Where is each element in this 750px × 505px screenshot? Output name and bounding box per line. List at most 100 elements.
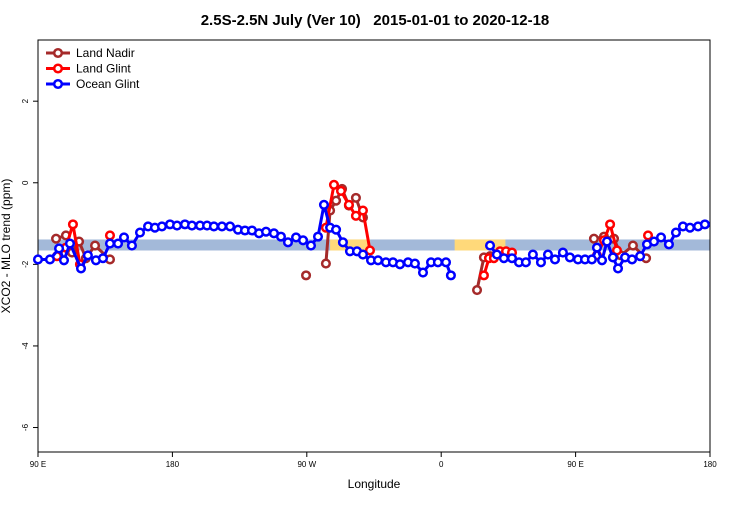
data-point [343, 199, 354, 210]
data-point [134, 227, 146, 238]
data-point [32, 254, 44, 265]
y-tick-label: 2 [21, 98, 30, 103]
data-point [394, 259, 406, 270]
legend-marker [52, 47, 64, 59]
data-point [642, 230, 654, 241]
data-point [626, 254, 638, 265]
data-point [171, 220, 183, 231]
data-point [498, 253, 509, 264]
data-point [588, 233, 600, 244]
data-point [607, 252, 618, 263]
data-point [612, 263, 624, 274]
data-point [318, 199, 330, 210]
y-tick-label: -2 [21, 260, 30, 268]
data-point [586, 254, 597, 265]
data-point [627, 240, 638, 251]
data-point [417, 267, 429, 278]
data-point [445, 270, 456, 281]
data-point [104, 230, 116, 241]
chart-title: 2.5S-2.5N July (Ver 10) 2015-01-01 to 20… [201, 12, 550, 29]
legend-marker [52, 63, 64, 74]
y-tick-label: -4 [21, 342, 30, 350]
data-point [471, 285, 483, 296]
data-point [357, 249, 368, 260]
data-point [186, 220, 198, 231]
legend-label: Ocean Glint [76, 77, 140, 91]
data-point [535, 257, 547, 268]
data-point [58, 255, 70, 266]
data-point [51, 233, 62, 244]
data-point [364, 245, 376, 256]
data-point [260, 226, 272, 237]
data-point [601, 236, 613, 247]
data-point [432, 257, 443, 268]
data-point [596, 255, 608, 266]
y-tick-label: -6 [21, 423, 30, 431]
data-point [670, 227, 682, 238]
data-point [67, 219, 78, 230]
data-point [54, 243, 65, 254]
x-tick-label: 90 E [30, 460, 46, 469]
data-point [224, 221, 236, 232]
data-point [440, 257, 452, 268]
x-tick-label: 90 W [297, 460, 316, 469]
data-point [298, 235, 309, 246]
data-point [301, 270, 312, 281]
data-point [478, 270, 489, 281]
x-tick-label: 180 [703, 460, 717, 469]
data-point [337, 237, 348, 248]
ocean-band [38, 239, 710, 251]
data-point [328, 179, 340, 190]
data-point [156, 221, 167, 232]
data-point [282, 237, 294, 248]
x-axis-label: Longitude [348, 477, 401, 491]
legend-label: Land Glint [76, 62, 131, 76]
data-point [64, 238, 76, 249]
data-point [357, 205, 368, 216]
data-point [335, 185, 347, 196]
data-point [699, 219, 710, 230]
data-point [112, 238, 124, 249]
data-point [372, 255, 384, 266]
y-tick-label: 0 [21, 180, 30, 185]
data-point [564, 252, 575, 263]
data-point [118, 232, 130, 243]
x-tick-label: 0 [439, 460, 444, 469]
data-point [520, 257, 531, 268]
data-point [82, 250, 93, 261]
land-span [454, 239, 506, 251]
data-point [312, 231, 324, 242]
y-axis-label: XCO2 - MLO trend (ppm) [0, 179, 13, 314]
data-point [506, 253, 518, 264]
data-point [331, 224, 342, 235]
data-point [611, 245, 623, 256]
legend-label: Land Nadir [76, 46, 135, 60]
data-point [605, 219, 616, 230]
data-point [409, 258, 420, 269]
data-point [542, 249, 554, 260]
data-point [635, 251, 646, 262]
data-point [591, 242, 603, 253]
data-point [75, 263, 87, 274]
data-point [97, 253, 109, 264]
x-tick-label: 90 E [567, 460, 583, 469]
data-point [104, 238, 116, 249]
data-point [663, 239, 674, 250]
data-point [350, 192, 361, 203]
data-point [126, 240, 137, 251]
data-point [648, 236, 660, 247]
data-point [549, 254, 561, 265]
data-point [208, 221, 219, 232]
plot-frame [37, 39, 711, 453]
data-point [331, 195, 342, 206]
data-point [305, 240, 317, 251]
data-point [350, 210, 361, 221]
data-point [44, 254, 55, 265]
land-span [330, 239, 371, 251]
legend-marker [52, 78, 64, 90]
data-point [527, 249, 538, 260]
data-point [216, 221, 228, 232]
data-point [557, 247, 568, 258]
